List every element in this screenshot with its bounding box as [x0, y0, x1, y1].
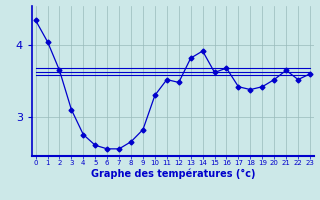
X-axis label: Graphe des températures (°c): Graphe des températures (°c) [91, 169, 255, 179]
